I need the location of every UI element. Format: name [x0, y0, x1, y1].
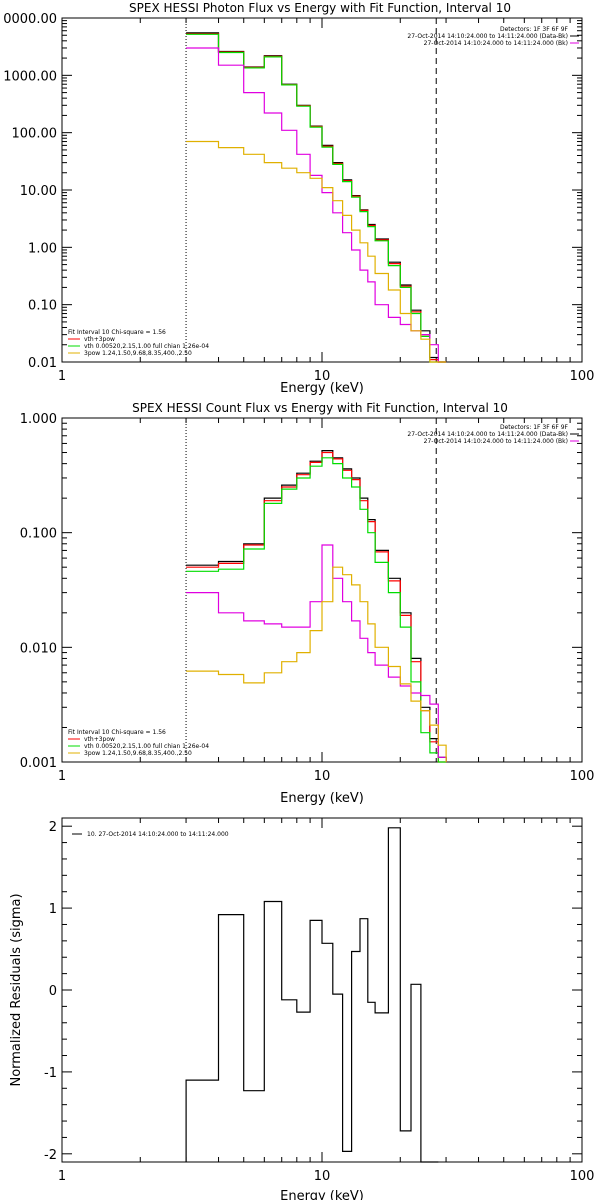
count-flux-panel: SPEX HESSI Count Flux vs Energy with Fit…: [61, 401, 583, 806]
count-flux-bk-interval: 27-Oct-2014 14:10:24.000 to 14:11:24.000…: [424, 438, 568, 445]
residuals-y-axis-label: Normalized Residuals (sigma): [9, 893, 24, 1086]
photon-flux-fit-vth: vth 0.00520,2.15,1.00 full chian 1.26e-0…: [84, 343, 209, 350]
count-flux-fit-3pow: 3pow 1.24,1.50,9.68,8.35,400.,2.50: [84, 750, 192, 757]
residuals-legend-text: 10. 27-Oct-2014 14:10:24.000 to 14:11:24…: [87, 831, 229, 838]
y-tick-label: 0.010: [20, 641, 57, 656]
x-tick-label: 10: [314, 1169, 331, 1184]
y-tick-label: 100.00: [12, 127, 58, 142]
photon-flux-fit-chi: Fit Interval 10 Chi-square = 1.56: [68, 329, 166, 336]
y-tick-label: 1: [49, 902, 57, 917]
x-tick-label: 1: [58, 769, 66, 784]
photon-flux-fit-3pow: 3pow 1.24,1.50,9.68,8.35,400.,2.50: [84, 350, 192, 357]
count-flux-x-axis-label: Energy (keV): [280, 791, 364, 806]
count-flux-data-interval: 27-Oct-2014 14:10:24.000 to 14:11:24.000…: [407, 431, 568, 438]
y-tick-label: -2: [44, 1148, 57, 1163]
magenta-spectrum-series: [186, 544, 447, 762]
green-spectrum-series: [186, 457, 447, 763]
black-spectrum-series: [185, 827, 439, 1163]
x-tick-label: 10: [314, 769, 331, 784]
y-tick-label: 10.00: [20, 184, 57, 199]
y-tick-label: -1: [44, 1066, 57, 1081]
y-tick-label: 1.00: [28, 241, 57, 256]
y-tick-label: 2: [49, 820, 57, 835]
yellow-spectrum-series: [186, 140, 447, 363]
x-tick-label: 100: [570, 769, 595, 784]
photon-flux-panel: SPEX HESSI Photon Flux vs Energy with Fi…: [61, 1, 583, 396]
count-flux-fit-chi: Fit Interval 10 Chi-square = 1.56: [68, 729, 166, 736]
residuals-x-axis-label: Energy (keV): [280, 1189, 364, 1200]
x-tick-label: 100: [570, 1169, 595, 1184]
count-flux-title: SPEX HESSI Count Flux vs Energy with Fit…: [132, 401, 508, 415]
photon-flux-detectors: Detectors: 1F 3F 6F 9F: [500, 26, 569, 33]
y-tick-label: 0000.00: [3, 12, 57, 27]
count-flux-fit-model: vth+3pow: [84, 736, 115, 743]
count-flux-detectors: Detectors: 1F 3F 6F 9F: [500, 424, 569, 431]
photon-flux-x-axis-label: Energy (keV): [280, 381, 364, 396]
y-tick-label: 1000.00: [3, 69, 57, 84]
count-flux-fit-legend: Fit Interval 10 Chi-square = 1.56 vth+3p…: [68, 729, 209, 757]
green-spectrum-series: [186, 33, 447, 363]
photon-flux-bk-interval: 27-Oct-2014 14:10:24.000 to 14:11:24.000…: [424, 40, 568, 47]
x-tick-label: 1: [58, 1169, 66, 1184]
y-tick-label: 0.001: [20, 756, 57, 771]
y-tick-label: 0: [49, 984, 57, 999]
x-tick-label: 100: [570, 369, 595, 384]
x-tick-label: 10: [314, 369, 331, 384]
x-tick-label: 1: [58, 369, 66, 384]
photon-flux-fit-legend: Fit Interval 10 Chi-square = 1.56 vth+3p…: [68, 329, 209, 357]
count-flux-fit-vth: vth 0.00520,2.15,1.00 full chian 1.26e-0…: [84, 743, 209, 750]
y-tick-label: 0.10: [28, 299, 57, 314]
photon-flux-data-interval: 27-Oct-2014 14:10:24.000 to 14:11:24.000…: [407, 33, 568, 40]
chart-marks: 1 10 1000.010.101.0010.00100.001000.000000…: [3, 12, 594, 1184]
y-tick-label: 0.100: [20, 527, 57, 542]
yellow-spectrum-series: [186, 566, 447, 762]
y-tick-label: 0.01: [28, 356, 57, 371]
photon-flux-info-block: Detectors: 1F 3F 6F 9F 27-Oct-2014 14:10…: [407, 26, 579, 47]
red-spectrum-series: [186, 451, 447, 763]
count-flux-info-block: Detectors: 1F 3F 6F 9F 27-Oct-2014 14:10…: [407, 424, 579, 445]
photon-flux-fit-model: vth+3pow: [84, 336, 115, 343]
y-tick-label: 1.000: [20, 412, 57, 427]
photon-flux-title: SPEX HESSI Photon Flux vs Energy with Fi…: [129, 1, 511, 15]
